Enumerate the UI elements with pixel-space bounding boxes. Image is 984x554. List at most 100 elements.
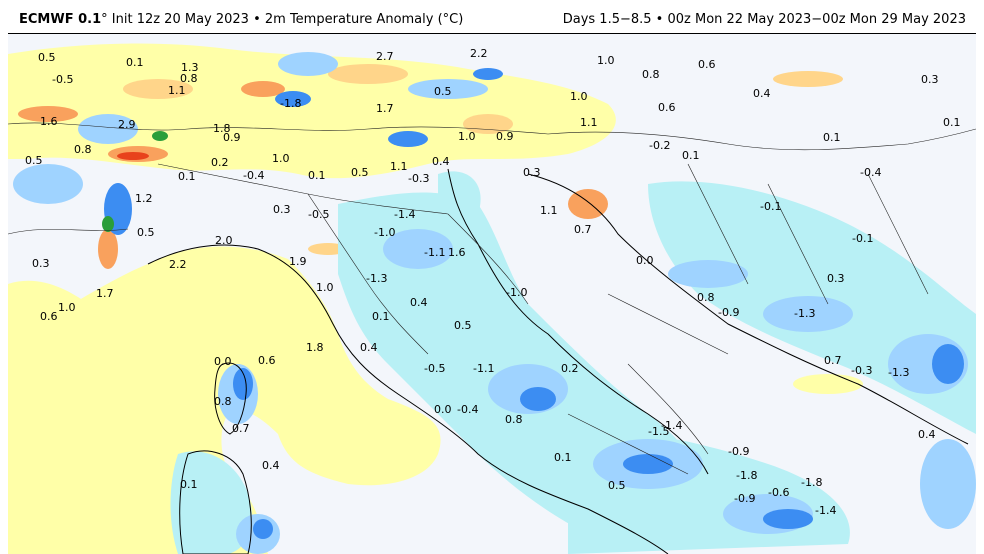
anomaly-value: 0.4	[262, 459, 280, 472]
anomaly-value: -0.4	[243, 169, 265, 182]
cold-mid-11	[920, 439, 976, 529]
init-and-variable: Init 12z 20 May 2023 • 2m Temperature An…	[107, 12, 464, 27]
anomaly-value: -1.1	[424, 246, 446, 259]
map-title: ECMWF 0.1° Init 12z 20 May 2023 • 2m Tem…	[19, 12, 463, 27]
anomaly-value: -0.4	[860, 166, 882, 179]
anomaly-value: 0.1	[126, 56, 144, 69]
anomaly-value: 0.8	[697, 291, 715, 304]
anomaly-value: 0.5	[38, 51, 56, 64]
anomaly-value: 1.0	[597, 54, 615, 67]
anomaly-value: 2.2	[169, 258, 187, 271]
anomaly-value: 1.1	[390, 160, 408, 173]
anomaly-value: 0.4	[753, 87, 771, 100]
anomaly-value: 0.1	[372, 310, 390, 323]
cold-anomaly-sardinia	[170, 451, 252, 554]
anomaly-value: 0.3	[523, 166, 541, 179]
anomaly-field	[8, 43, 976, 554]
anomaly-value: 1.6	[448, 246, 466, 259]
anomaly-value: 0.8	[74, 143, 92, 156]
model-name: ECMWF 0.1	[19, 12, 102, 27]
anomaly-value: 0.5	[434, 85, 452, 98]
anomaly-value: 0.3	[921, 73, 939, 86]
warm-spot-11	[98, 229, 118, 269]
anomaly-value: 0.0	[434, 403, 452, 416]
anomaly-value: 0.6	[258, 354, 276, 367]
anomaly-value: -0.5	[424, 362, 446, 375]
anomaly-value: 0.7	[232, 422, 250, 435]
warm-spot-8	[568, 189, 608, 219]
anomaly-value: 0.2	[561, 362, 579, 375]
cold-extreme-1	[102, 216, 114, 232]
anomaly-value: 2.2	[470, 47, 488, 60]
cold-strong-5	[623, 454, 673, 474]
anomaly-value: -0.3	[851, 364, 873, 377]
cold-mid-9	[763, 296, 853, 332]
anomaly-value: -0.9	[734, 492, 756, 505]
cold-strong-9	[388, 131, 428, 147]
anomaly-value: 0.2	[211, 156, 229, 169]
warm-spot-12	[773, 71, 843, 87]
sardinia-outline	[179, 450, 252, 554]
anomaly-value: 0.1	[682, 149, 700, 162]
corsica-outline	[214, 362, 247, 435]
anomaly-value: 2.9	[118, 118, 136, 131]
anomaly-value: 0.4	[410, 296, 428, 309]
anomaly-value: 0.8	[642, 68, 660, 81]
cold-mid-5	[383, 229, 453, 269]
anomaly-value: -0.2	[649, 139, 671, 152]
balkan-coast	[527, 173, 969, 445]
cold-extreme-2	[152, 131, 168, 141]
warm-anomaly-alpine-band	[8, 43, 616, 179]
anomaly-value: -0.3	[408, 172, 430, 185]
anomaly-value: 1.9	[289, 255, 307, 268]
anomaly-value: -0.1	[760, 200, 782, 213]
anomaly-value: 0.3	[273, 203, 291, 216]
anomaly-value: 0.4	[918, 428, 936, 441]
borders	[8, 122, 976, 475]
cold-strong-8	[932, 344, 964, 384]
anomaly-value: -0.9	[728, 445, 750, 458]
anomaly-value: 0.4	[360, 341, 378, 354]
warm-spot-7	[463, 114, 513, 134]
anomaly-value: 0.1	[308, 169, 326, 182]
anomaly-value: 0.1	[178, 170, 196, 183]
anomaly-value: 0.7	[824, 354, 842, 367]
anomaly-value: 1.0	[272, 152, 290, 165]
anomaly-value: 0.8	[214, 395, 232, 408]
anomaly-value: -0.1	[852, 232, 874, 245]
cold-strong-3	[473, 68, 503, 80]
cold-strong-6	[763, 509, 813, 529]
anomaly-value: 0.1	[180, 478, 198, 491]
anomaly-value: -1.0	[374, 226, 396, 239]
anomaly-value: 1.1	[580, 116, 598, 129]
anomaly-value: 1.2	[135, 192, 153, 205]
anomaly-value: 0.6	[40, 310, 58, 323]
cold-mid-3	[278, 52, 338, 76]
anomaly-value: 0.0	[636, 254, 654, 267]
valid-period: Days 1.5−8.5 • 00z Mon 22 May 2023−00z M…	[562, 12, 966, 27]
anomaly-value: 0.5	[351, 166, 369, 179]
anomaly-value: 0.7	[574, 223, 592, 236]
anomaly-value: 0.5	[137, 226, 155, 239]
anomaly-value: 2.0	[215, 234, 233, 247]
anomaly-value: 0.5	[454, 319, 472, 332]
anomaly-value: 1.0	[570, 90, 588, 103]
temperature-anomaly-map: 0.5 -0.5 0.1 1.3 0.8 1.1 2.7 2.2 1.0 0.8…	[8, 34, 976, 554]
cold-mid-4	[408, 79, 488, 99]
warm-anomaly-sea-south	[148, 373, 184, 401]
anomaly-value: 1.8	[213, 122, 231, 135]
anomaly-value: -1.3	[794, 307, 816, 320]
cold-strong-10	[253, 519, 273, 539]
anomaly-value: -0.5	[52, 73, 74, 86]
anomaly-value: 0.8	[505, 413, 523, 426]
anomaly-value: -1.4	[394, 208, 416, 221]
anomaly-value: -1.8	[280, 97, 302, 110]
anomaly-value: -0.4	[457, 403, 479, 416]
anomaly-value: 0.5	[25, 154, 43, 167]
anomaly-value: 1.1	[540, 204, 558, 217]
anomaly-value: 0.6	[698, 58, 716, 71]
map-header: ECMWF 0.1° Init 12z 20 May 2023 • 2m Tem…	[0, 0, 984, 34]
degree-mark: °	[101, 12, 108, 27]
anomaly-value: 0.5	[608, 479, 626, 492]
anomaly-value: -1.8	[801, 476, 823, 489]
